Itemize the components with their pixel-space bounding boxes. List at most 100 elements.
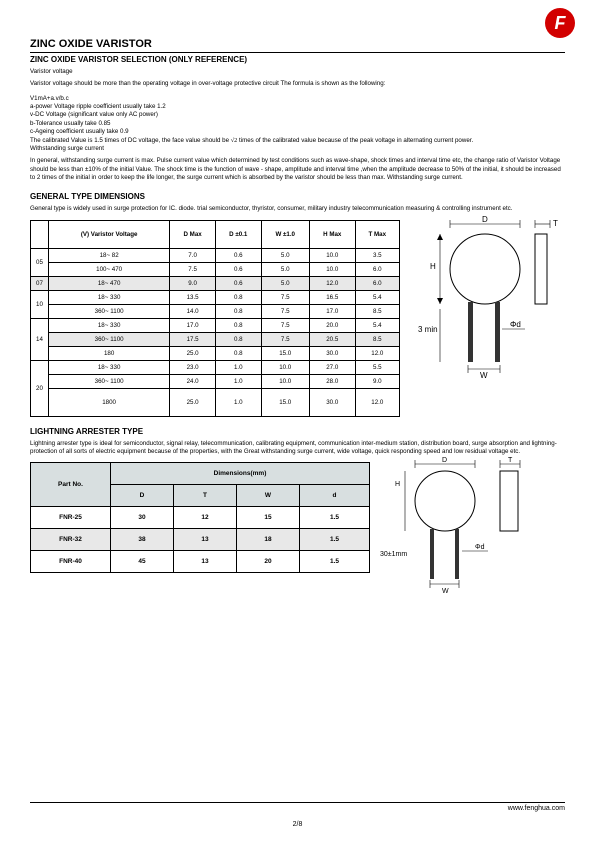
general-table: (V) Varistor Voltage D Max D ±0.1 W ±1.0… xyxy=(30,220,400,417)
table-cell: 0.8 xyxy=(215,332,261,346)
table-cell: 0.8 xyxy=(215,346,261,360)
table-cell: 5.0 xyxy=(261,276,309,290)
label-d: D xyxy=(482,215,488,224)
group-label: 10 xyxy=(31,290,49,318)
table-row: 1018~ 33013.50.87.516.55.4 xyxy=(31,290,400,304)
table-cell: 12.0 xyxy=(355,346,399,360)
table-cell: 18~ 330 xyxy=(49,360,170,374)
table-cell: 7.5 xyxy=(261,304,309,318)
table-cell: 6.0 xyxy=(355,262,399,276)
group-label: 14 xyxy=(31,318,49,360)
table-cell: 28.0 xyxy=(309,374,355,388)
table-cell: 16.5 xyxy=(309,290,355,304)
label2-h: H xyxy=(395,481,400,488)
table-cell: 30.0 xyxy=(309,346,355,360)
lightning-table: Part No. Dimensions(mm) D T W d FNR-2530… xyxy=(30,462,370,573)
th-varistor: (V) Varistor Voltage xyxy=(49,220,170,248)
table-cell: 20.0 xyxy=(309,318,355,332)
table-cell: FNR-40 xyxy=(31,551,111,573)
table-cell: 1.0 xyxy=(215,374,261,388)
lightning-desc: Lightning arrester type is ideal for sem… xyxy=(30,440,565,457)
intro-l8: The calibrated Value is 1.5 times of DC … xyxy=(30,137,565,145)
table-cell: 12.0 xyxy=(309,276,355,290)
table-cell: 1800 xyxy=(49,388,170,416)
table-cell: 12 xyxy=(173,507,236,529)
lightning-title: LIGHTNING ARRESTER TYPE xyxy=(30,427,565,436)
table-cell: 25.0 xyxy=(170,346,216,360)
table-row: FNR-404513201.5 xyxy=(31,551,370,573)
intro-l3: V1mA+a.v/b.c xyxy=(30,95,565,103)
table-cell: 25.0 xyxy=(170,388,216,416)
table-cell: 9.0 xyxy=(355,374,399,388)
table-cell: 9.0 xyxy=(170,276,216,290)
table-cell: FNR-25 xyxy=(31,507,111,529)
table-cell: 20.5 xyxy=(309,332,355,346)
table-cell: 10.0 xyxy=(261,374,309,388)
table-row: 0718~ 4709.00.65.012.06.0 xyxy=(31,276,400,290)
table-cell: 5.0 xyxy=(261,262,309,276)
label2-30: 30±1mm xyxy=(380,551,407,558)
th2-d: D xyxy=(111,485,174,507)
table-row: FNR-323813181.5 xyxy=(31,529,370,551)
table-cell: 0.6 xyxy=(215,276,261,290)
table-cell: 12.0 xyxy=(355,388,399,416)
table-row: 100~ 4707.50.65.010.06.0 xyxy=(31,262,400,276)
label-phid: Φd xyxy=(510,320,521,329)
table-cell: 15.0 xyxy=(261,346,309,360)
table-row: 0518~ 827.00.65.010.03.5 xyxy=(31,248,400,262)
table-cell: 1.5 xyxy=(299,507,369,529)
table-cell: 0.8 xyxy=(215,318,261,332)
label2-d: D xyxy=(442,457,447,464)
table-row: 1418~ 33017.00.87.520.05.4 xyxy=(31,318,400,332)
table-cell: 30 xyxy=(111,507,174,529)
table-cell: 20 xyxy=(236,551,299,573)
general-title: GENERAL TYPE DIMENSIONS xyxy=(30,192,565,201)
table-cell: 10.0 xyxy=(261,360,309,374)
table-cell: 18 xyxy=(236,529,299,551)
table-cell: 7.5 xyxy=(261,318,309,332)
table-cell: 7.5 xyxy=(261,332,309,346)
general-diagram: D T H 3 min Φd W xyxy=(410,214,560,379)
label2-phid: Φd xyxy=(475,544,485,551)
table-row: 360~ 110017.50.87.520.58.5 xyxy=(31,332,400,346)
table-row: 180025.01.015.030.012.0 xyxy=(31,388,400,416)
table-cell: 15.0 xyxy=(261,388,309,416)
table-cell: 360~ 1100 xyxy=(49,332,170,346)
table-cell: 1.0 xyxy=(215,388,261,416)
page-number: 2/8 xyxy=(0,821,595,828)
table-cell: 13 xyxy=(173,529,236,551)
th-dim: Dimensions(mm) xyxy=(111,463,370,485)
table-cell: 1.5 xyxy=(299,529,369,551)
th-dp: D ±0.1 xyxy=(215,220,261,248)
label2-w: W xyxy=(442,588,449,595)
table-cell: 8.5 xyxy=(355,304,399,318)
table-cell: 180 xyxy=(49,346,170,360)
intro-l4: a-power Voltage ripple coefficient usual… xyxy=(30,103,565,111)
table-cell: 17.0 xyxy=(170,318,216,332)
table-cell: 360~ 1100 xyxy=(49,304,170,318)
th-partno: Part No. xyxy=(31,463,111,507)
table-cell: 14.0 xyxy=(170,304,216,318)
table-cell: 17.5 xyxy=(170,332,216,346)
th-h: H Max xyxy=(309,220,355,248)
th-t: T Max xyxy=(355,220,399,248)
table-cell: 18~ 82 xyxy=(49,248,170,262)
table-cell: 5.5 xyxy=(355,360,399,374)
table-cell: 0.6 xyxy=(215,248,261,262)
group-label: 05 xyxy=(31,248,49,276)
page-subtitle: ZINC OXIDE VARISTOR SELECTION (ONLY REFE… xyxy=(30,55,565,64)
footer-url: www.fenghua.com xyxy=(30,802,565,812)
table-cell: 5.0 xyxy=(261,248,309,262)
formula-block: V1mA+a.v/b.c a-power Voltage ripple coef… xyxy=(30,95,565,154)
table-cell: 5.4 xyxy=(355,318,399,332)
table-cell: 7.5 xyxy=(170,262,216,276)
table-cell: 1.5 xyxy=(299,551,369,573)
table-cell: 3.5 xyxy=(355,248,399,262)
intro-l9: Withstanding surge current xyxy=(30,145,565,153)
label-w: W xyxy=(480,371,488,379)
table-cell: 17.0 xyxy=(309,304,355,318)
table-row: 18025.00.815.030.012.0 xyxy=(31,346,400,360)
table-cell: 0.8 xyxy=(215,290,261,304)
table-row: 2018~ 33023.01.010.027.05.5 xyxy=(31,360,400,374)
table-row: 360~ 110024.01.010.028.09.0 xyxy=(31,374,400,388)
